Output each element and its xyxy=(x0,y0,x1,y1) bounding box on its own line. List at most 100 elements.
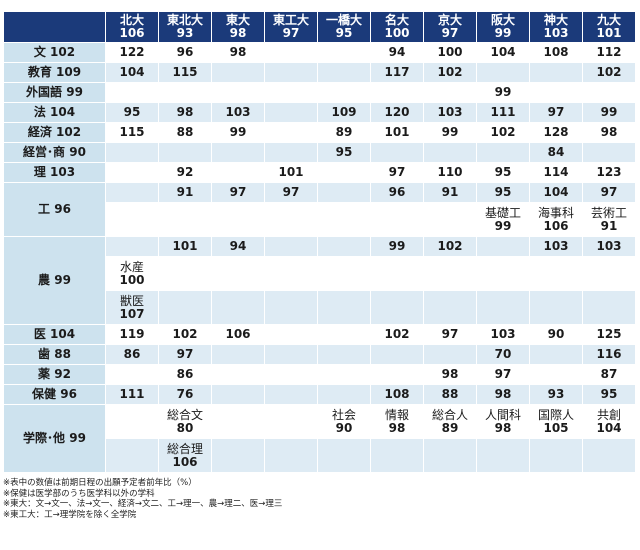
table-cell: 95 xyxy=(317,142,371,163)
column-header: 神大 103 xyxy=(529,11,583,43)
table-cell xyxy=(264,82,318,103)
table-cell: 70 xyxy=(476,344,530,365)
table-cell xyxy=(582,256,636,291)
table-cell: 97 xyxy=(264,182,318,203)
row-label: 工 96 xyxy=(3,182,106,237)
table-cell: 94 xyxy=(211,236,265,257)
column-header-name: 阪大 xyxy=(490,13,515,27)
table-cell xyxy=(158,256,212,291)
column-header: 一橋大 95 xyxy=(317,11,371,43)
sub-faculty-value: 99 xyxy=(494,218,512,233)
row-label: 文 102 xyxy=(3,42,106,63)
sub-faculty-label: 国際人 xyxy=(537,407,574,422)
table-cell xyxy=(423,344,477,365)
table-cell xyxy=(264,384,318,405)
table-cell: 海事科 106 xyxy=(529,202,583,237)
table-cell: 103 xyxy=(211,102,265,123)
sub-faculty-label: 獣医 xyxy=(119,293,144,308)
table-cell: 98 xyxy=(158,102,212,123)
table-cell: 社会 90 xyxy=(317,404,371,439)
table-cell xyxy=(582,438,636,473)
row-label: 法 104 xyxy=(3,102,106,123)
table-cell xyxy=(529,438,583,473)
footnote-line: ※表中の数値は前期日程の出願予定者前年比（%） xyxy=(3,478,197,488)
table-cell xyxy=(423,256,477,291)
table-cell: 総合理 106 xyxy=(158,438,212,473)
table-cell: 99 xyxy=(211,122,265,143)
table-cell: 101 xyxy=(370,122,424,143)
table-cell: 117 xyxy=(370,62,424,83)
table-cell: 97 xyxy=(529,102,583,123)
table-row: 総合理 106 xyxy=(4,438,636,473)
table-cell: 95 xyxy=(582,384,636,405)
footnote-line: ※保健は医学部のうち医学科以外の学科 xyxy=(3,488,155,499)
table-cell xyxy=(529,82,583,103)
table-cell xyxy=(317,42,371,63)
table-cell: 103 xyxy=(582,236,636,257)
table-cell xyxy=(317,182,371,203)
column-header-value: 106 xyxy=(119,26,145,40)
table-cell: 96 xyxy=(158,42,212,63)
table-cell: 人間科 98 xyxy=(476,404,530,439)
column-header-value: 103 xyxy=(543,26,569,40)
table-cell xyxy=(476,438,530,473)
table-row: 保健 96 111 76 108 88 98 93 95 xyxy=(3,384,636,405)
row-label: 保健 96 xyxy=(3,384,106,405)
table-cell xyxy=(105,162,159,183)
table-cell: 115 xyxy=(158,62,212,83)
table-cell: 97 xyxy=(423,324,477,345)
table-cell: 芸術工 91 xyxy=(582,202,636,237)
table-cell xyxy=(264,122,318,143)
row-label: 経営･商 90 xyxy=(3,142,106,163)
table-row: 基礎工 99 海事科 106 芸術工 91 xyxy=(4,202,636,237)
column-header-name: 九大 xyxy=(596,13,621,27)
table-cell: 86 xyxy=(158,364,212,385)
table-cell: 93 xyxy=(529,384,583,405)
table-row: 経済 102 115 88 99 89 101 99 102 128 98 xyxy=(3,122,636,143)
table-cell xyxy=(476,142,530,163)
column-header-name: 名大 xyxy=(384,13,409,27)
comparison-table-container: 北大 106 東北大 93 東大 98 東工大 97 一橋大 95 名大 100 京大 97 阪大 99 神大 1… xyxy=(3,11,636,520)
table-cell: 総合文 80 xyxy=(158,404,212,439)
table-cell xyxy=(264,324,318,345)
column-header-value: 97 xyxy=(282,26,300,40)
table-cell xyxy=(317,256,371,291)
table-cell xyxy=(264,438,318,473)
table-cell: 102 xyxy=(423,62,477,83)
table-cell: 97 xyxy=(211,182,265,203)
table-cell: 94 xyxy=(370,42,424,63)
table-cell: 88 xyxy=(423,384,477,405)
table-cell xyxy=(105,438,159,473)
column-header-name: 神大 xyxy=(543,13,568,27)
table-cell: 102 xyxy=(476,122,530,143)
table-cell xyxy=(158,290,212,325)
table-cell xyxy=(158,82,212,103)
column-header-value: 93 xyxy=(176,26,194,40)
table-cell: 100 xyxy=(423,42,477,63)
footnote-line: ※東大：文→文一、法→文一、経済→文二、工→理一、農→理二、医→理三 xyxy=(3,499,283,509)
table-cell: 110 xyxy=(423,162,477,183)
table-cell: 91 xyxy=(423,182,477,203)
header-corner xyxy=(3,11,106,43)
table-cell: 128 xyxy=(529,122,583,143)
column-header: 九大 101 xyxy=(582,11,636,43)
table-cell: 86 xyxy=(105,344,159,365)
table-cell xyxy=(211,62,265,83)
table-cell xyxy=(264,364,318,385)
sub-faculty-value: 80 xyxy=(176,420,194,435)
comparison-table: 北大 106 東北大 93 東大 98 東工大 97 一橋大 95 名大 100 京大 97 阪大 99 神大 1… xyxy=(3,11,636,473)
sub-faculty-label: 海事科 xyxy=(537,205,574,220)
table-cell xyxy=(370,202,424,237)
table-row: 工 96 91 97 97 96 91 95 104 97 xyxy=(3,182,636,237)
table-row: 経営･商 90 95 84 xyxy=(3,142,636,163)
table-cell: 95 xyxy=(476,182,530,203)
table-cell: 123 xyxy=(582,162,636,183)
table-row: 農 99 101 94 99 102 103 103 xyxy=(3,236,636,325)
table-cell xyxy=(264,344,318,365)
table-cell: 98 xyxy=(582,122,636,143)
sub-faculty-label: 総合文 xyxy=(166,407,203,422)
table-cell: 89 xyxy=(317,122,371,143)
table-cell: 共創 104 xyxy=(582,404,636,439)
table-cell xyxy=(370,290,424,325)
table-cell: 111 xyxy=(105,384,159,405)
